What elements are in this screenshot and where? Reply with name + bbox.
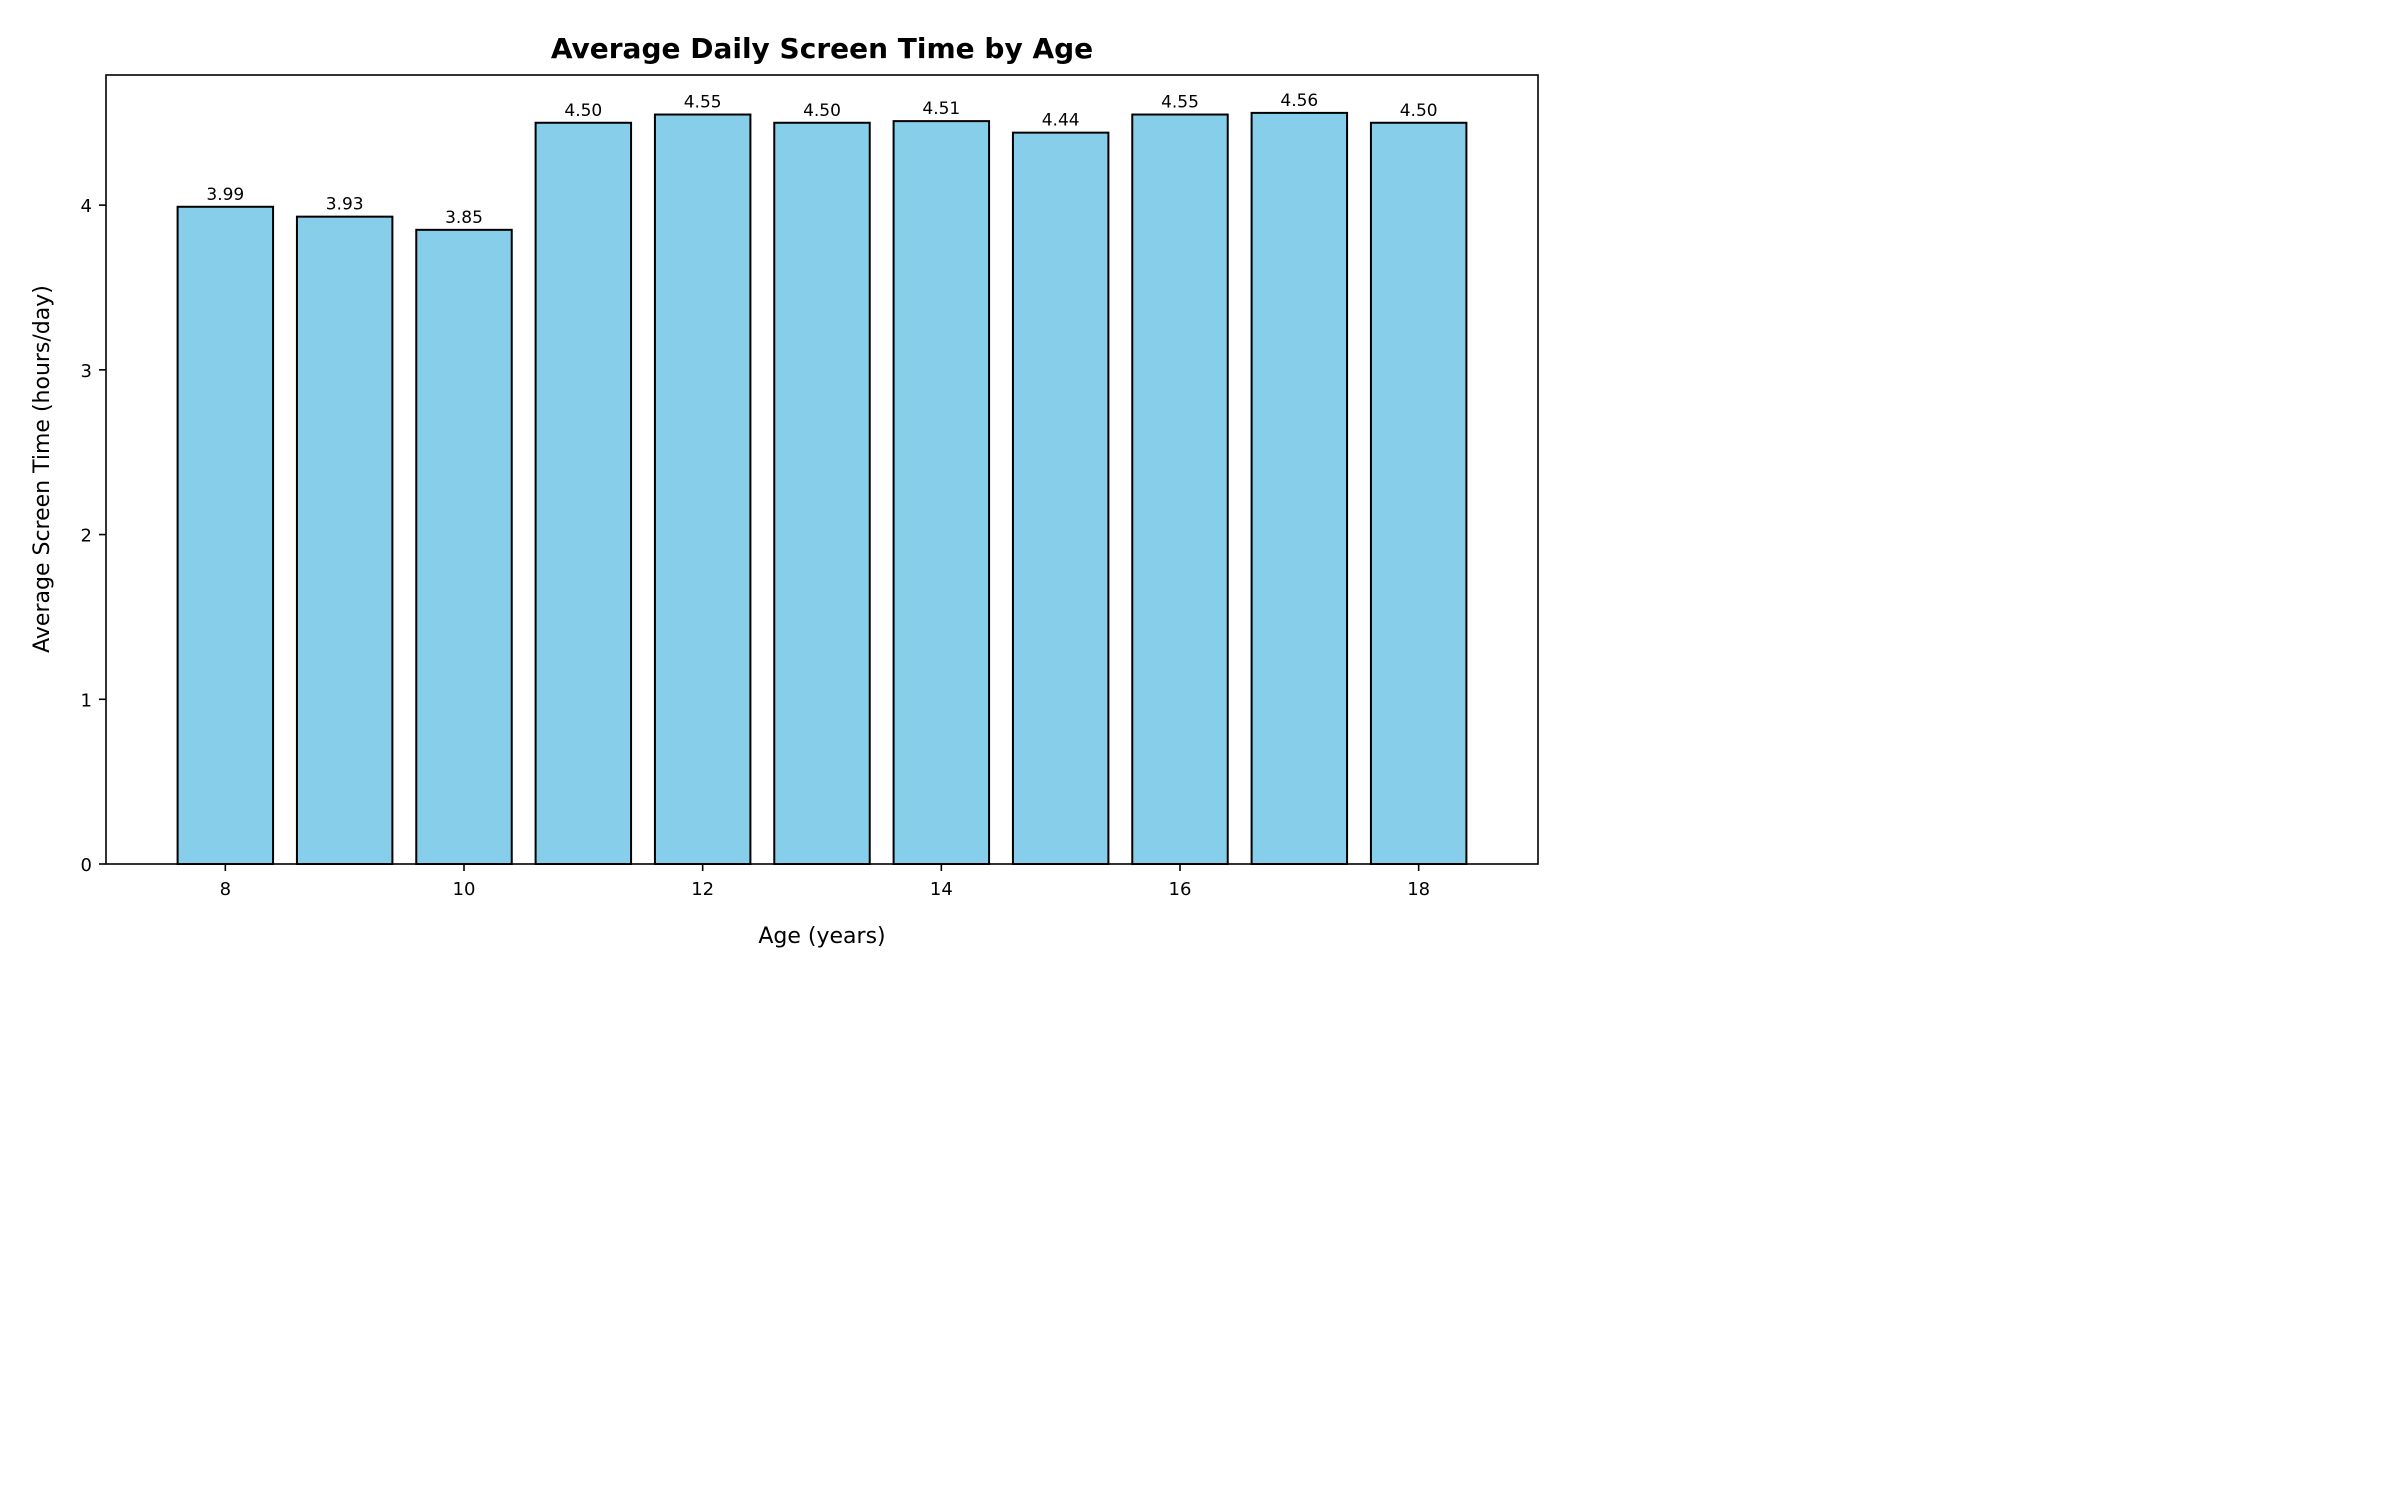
- bar-age-17: [1250, 111, 1349, 865]
- value-label-age-14: 4.51: [922, 99, 960, 119]
- value-label-age-15: 4.44: [1042, 111, 1080, 131]
- value-label-age-10: 3.85: [445, 208, 483, 228]
- y-axis-label: Average Screen Time (hours/day): [30, 285, 55, 653]
- x-tick-label-18: 18: [1407, 879, 1430, 900]
- chart-title: Average Daily Screen Time by Age: [551, 32, 1093, 65]
- value-label-age-11: 4.50: [564, 101, 602, 121]
- bar-chart: Average Daily Screen Time by Age 3.99 3.9…: [30, 32, 1539, 949]
- y-tick-label-4: 4: [81, 196, 92, 217]
- value-label-age-8: 3.99: [206, 185, 244, 205]
- x-tick-label-10: 10: [453, 879, 476, 900]
- y-tick-label-2: 2: [81, 526, 92, 547]
- bar-age-15: [1011, 131, 1110, 865]
- x-axis-label: Age (years): [758, 924, 885, 949]
- x-tick-label-12: 12: [691, 879, 714, 900]
- bar-age-12: [653, 113, 752, 866]
- x-tick-label-16: 16: [1169, 879, 1192, 900]
- y-tick-label-3: 3: [81, 361, 92, 382]
- value-labels-group: 3.99 3.93 3.85 4.50 4.55 4.50 4.51 4.44 4.55 4.56…: [206, 91, 1437, 228]
- value-label-age-16: 4.55: [1161, 93, 1199, 113]
- value-label-age-18: 4.50: [1400, 101, 1438, 121]
- bar-age-13: [773, 121, 871, 866]
- x-axis-ticks: 8 10 12 14 16 18: [220, 864, 1430, 900]
- bar-age-8: [176, 205, 275, 865]
- bar-age-16: [1131, 113, 1229, 866]
- bars-group: [176, 111, 1468, 866]
- bar-age-10: [415, 228, 513, 865]
- x-tick-label-8: 8: [220, 879, 231, 900]
- bar-age-18: [1369, 121, 1468, 866]
- value-label-age-12: 4.55: [684, 93, 722, 113]
- plot-frame: [105, 74, 1539, 865]
- y-tick-label-0: 0: [81, 855, 92, 876]
- bar-age-11: [534, 121, 633, 866]
- y-tick-label-1: 1: [81, 690, 92, 711]
- value-label-age-9: 3.93: [326, 195, 364, 215]
- value-label-age-17: 4.56: [1280, 91, 1318, 111]
- bar-age-9: [295, 215, 394, 866]
- y-axis-ticks: 0 1 2 3 4: [81, 196, 106, 876]
- x-tick-label-14: 14: [930, 879, 953, 900]
- value-label-age-13: 4.50: [803, 101, 841, 121]
- bar-age-14: [892, 120, 991, 865]
